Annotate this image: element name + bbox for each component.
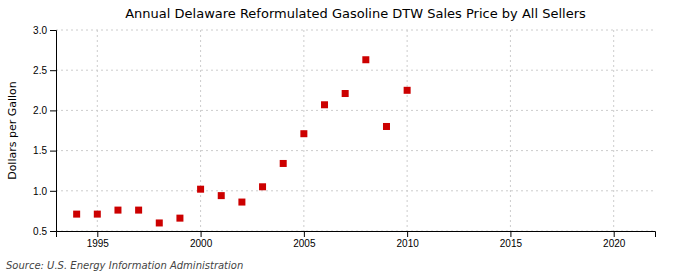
x-axis-tick: 2000 <box>190 231 213 249</box>
point <box>156 219 163 226</box>
point <box>238 199 245 206</box>
y-axis-tick-mark <box>50 151 56 152</box>
point <box>404 87 411 94</box>
x-axis-tick-label: 2000 <box>190 238 213 249</box>
title: Annual Delaware Reformulated Gasoline DT… <box>125 6 586 21</box>
grid-line-x <box>407 30 408 231</box>
point <box>342 90 349 97</box>
grid-line-y <box>56 150 655 151</box>
x-axis-tick-label: 1995 <box>87 238 110 249</box>
y-axis-tick-mark <box>50 191 56 192</box>
point <box>114 207 121 214</box>
y-axis: 0.5 1.0 1.5 2.0 2.5 3.0 <box>33 25 56 237</box>
grid-line-y <box>56 110 655 111</box>
grid-line-y <box>56 70 655 71</box>
x-axis-tick-label: 2020 <box>603 238 626 249</box>
y-axis-tick: 1.5 <box>33 145 56 156</box>
x-axis: 1995 2000 2005 2010 2015 2020 <box>57 231 656 249</box>
x-axis-line <box>57 232 656 238</box>
point <box>383 123 390 130</box>
y-axis-tick: 1.0 <box>33 186 56 197</box>
grid-line-x <box>97 30 98 231</box>
x-axis-tick-mark <box>304 231 305 237</box>
y-axis-tick-label: 1.0 <box>33 186 47 197</box>
grid-line-x <box>613 30 614 231</box>
point <box>94 211 101 218</box>
x-axis-tick-mark <box>614 231 615 237</box>
grid-line-x <box>510 30 511 231</box>
point <box>135 207 142 214</box>
y-axis-title: Dollars per Gallon <box>6 81 19 180</box>
x-axis-tick-mark <box>407 231 408 237</box>
point <box>280 160 287 167</box>
plot-area: 1995 2000 2005 2010 2015 2020 0.5 1.0 1.5 2.0 2.5 3… <box>33 25 655 249</box>
x-axis-tick-mark <box>510 231 511 237</box>
grid-line-x <box>200 30 201 231</box>
y-axis-tick-mark <box>50 70 56 71</box>
x-axis-tick-label: 2015 <box>500 238 523 249</box>
x-axis-tick: 1995 <box>87 231 110 249</box>
point <box>197 186 204 193</box>
x-axis-tick-label: 2005 <box>293 238 316 249</box>
y-axis-tick-label: 0.5 <box>33 226 47 237</box>
chart: 1995 2000 2005 2010 2015 2020 0.5 1.0 1.5 2.0 2.5 3… <box>0 0 675 275</box>
grid <box>56 30 655 231</box>
x-axis-tick: 2015 <box>500 231 523 249</box>
x-axis-tick: 2020 <box>603 231 626 249</box>
points <box>73 56 410 226</box>
y-axis-tick-label: 1.5 <box>33 145 47 156</box>
point <box>362 56 369 63</box>
x-axis-tick-label: 2010 <box>397 238 420 249</box>
x-axis-tick: 2010 <box>397 231 420 249</box>
y-axis-tick-mark <box>50 231 56 232</box>
grid-line-y <box>56 190 655 191</box>
point <box>321 101 328 108</box>
grid-line-y <box>56 30 655 31</box>
y-axis-tick-mark <box>50 110 56 111</box>
x-axis-tick-mark <box>97 231 98 237</box>
x-axis-tick: 2005 <box>293 231 316 249</box>
y-axis-tick-label: 3.0 <box>33 25 47 36</box>
point <box>73 211 80 218</box>
y-axis-tick-label: 2.0 <box>33 105 47 116</box>
point <box>259 183 266 190</box>
annotation: Source: U.S. Energy Information Administ… <box>6 260 243 271</box>
y-axis-tick: 2.5 <box>33 65 56 76</box>
y-axis-tick-label: 2.5 <box>33 65 47 76</box>
y-axis-tick: 2.0 <box>33 105 56 116</box>
point <box>176 215 183 222</box>
point <box>218 192 225 199</box>
point <box>300 130 307 137</box>
x-axis-tick-mark <box>201 231 202 237</box>
y-axis-tick-mark <box>50 30 56 31</box>
y-axis-tick: 0.5 <box>33 226 56 237</box>
y-axis-line <box>50 31 57 232</box>
y-axis-tick: 3.0 <box>33 25 56 36</box>
